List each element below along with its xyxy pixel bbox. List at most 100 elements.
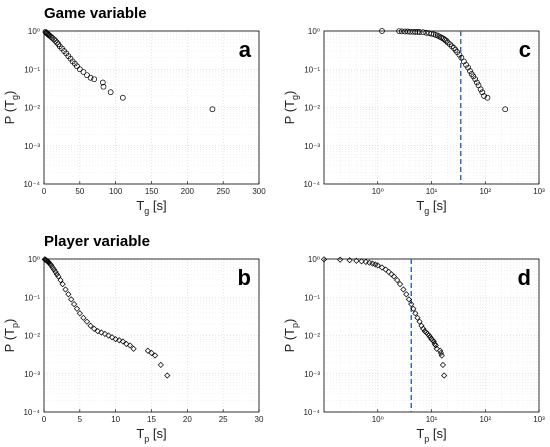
data-point — [474, 79, 480, 86]
x-tick-label: 10¹ — [426, 415, 438, 424]
data-point — [71, 301, 78, 308]
data-point — [62, 286, 69, 293]
data-point — [366, 259, 373, 266]
data-point — [55, 41, 62, 48]
x-axis-label: Tp [s] — [416, 426, 446, 444]
data-point — [76, 310, 83, 317]
y-tick-label: 10⁻¹ — [304, 293, 320, 302]
data-point — [484, 94, 491, 101]
data-point — [123, 340, 130, 348]
x-tick-label: 10³ — [533, 187, 545, 196]
x-tick-label: 10⁰ — [372, 415, 384, 424]
data-point — [405, 296, 413, 303]
data-point — [362, 258, 369, 265]
data-point — [94, 328, 101, 335]
data-point — [53, 271, 60, 278]
data-point — [55, 273, 62, 280]
x-tick-label: 10² — [479, 415, 491, 424]
y-tick-label: 10⁻⁴ — [23, 180, 40, 189]
plot-frame — [43, 258, 260, 413]
x-tick-label: 200 — [181, 187, 195, 196]
data-point — [450, 45, 457, 51]
data-point — [76, 66, 83, 73]
y-tick-label: 10⁰ — [308, 27, 320, 36]
data-point — [443, 38, 450, 44]
y-tick-label: 10⁻⁴ — [303, 408, 320, 417]
data-point — [382, 266, 389, 273]
data-point — [456, 51, 463, 58]
y-axis-label: P (Tp) — [2, 319, 20, 353]
y-tick-label: 10⁻¹ — [24, 293, 40, 302]
y-tick-label: 10⁻² — [24, 332, 40, 341]
data-point — [144, 347, 152, 354]
y-tick-label: 10⁻¹ — [304, 65, 320, 74]
data-point — [48, 262, 55, 269]
data-point — [449, 43, 455, 50]
data-point — [410, 305, 417, 312]
data-point — [49, 264, 56, 271]
y-tick-label: 10⁻³ — [24, 370, 40, 379]
x-axis-label: Tg [s] — [416, 198, 446, 216]
data-point — [107, 89, 114, 96]
data-point — [74, 63, 80, 70]
data-point — [116, 337, 123, 344]
panel-letter: a — [239, 37, 252, 62]
data-point — [403, 291, 410, 298]
data-point — [50, 266, 58, 273]
data-point — [416, 318, 423, 325]
x-tick-label: 10² — [479, 187, 491, 196]
data-point — [151, 352, 159, 359]
data-point — [98, 329, 105, 336]
data-point — [87, 322, 94, 329]
plot-frame — [43, 30, 260, 185]
y-tick-label: 10⁰ — [28, 27, 40, 36]
data-point — [472, 76, 479, 83]
data-point — [430, 338, 437, 345]
data-point — [130, 345, 137, 352]
data-point — [91, 325, 98, 332]
data-point — [108, 334, 116, 341]
data-point — [148, 349, 155, 357]
x-tick-label: 30 — [255, 415, 264, 424]
data-point — [433, 345, 440, 352]
game-variable-title: Game variable — [44, 5, 147, 22]
data-point — [441, 372, 448, 379]
data-point — [126, 342, 134, 349]
data-point — [467, 68, 473, 74]
data-point — [477, 86, 484, 93]
x-axis-label: Tg [s] — [136, 198, 166, 216]
data-point — [379, 28, 385, 34]
panel-letter: b — [238, 265, 251, 290]
x-tick-label: 150 — [145, 187, 159, 196]
data-point — [101, 330, 109, 338]
data-point — [80, 314, 87, 321]
data-point — [358, 258, 365, 265]
y-tick-label: 10⁻³ — [304, 370, 320, 379]
y-tick-label: 10⁻⁴ — [303, 180, 320, 189]
data-point — [112, 336, 119, 343]
y-tick-label: 10⁻² — [304, 332, 320, 341]
data-point — [481, 93, 487, 99]
data-point — [80, 69, 87, 75]
data-point — [91, 76, 98, 83]
data-point — [119, 94, 126, 101]
x-tick-label: 50 — [75, 187, 84, 196]
x-tick-label: 25 — [219, 415, 228, 424]
x-axis-label: Tp [s] — [136, 426, 166, 444]
x-tick-label: 250 — [216, 187, 230, 196]
data-point — [73, 305, 81, 312]
x-tick-label: 10 — [111, 415, 120, 424]
data-point — [432, 342, 439, 349]
data-point — [394, 277, 401, 284]
x-tick-label: 5 — [78, 415, 83, 424]
data-point — [420, 29, 427, 36]
data-point — [396, 281, 404, 288]
data-point — [428, 30, 435, 37]
y-tick-label: 10⁻² — [24, 104, 40, 113]
data-point — [51, 36, 57, 43]
x-tick-label: 100 — [109, 187, 123, 196]
data-point — [320, 256, 328, 263]
data-point — [502, 106, 509, 113]
data-point — [414, 29, 421, 35]
